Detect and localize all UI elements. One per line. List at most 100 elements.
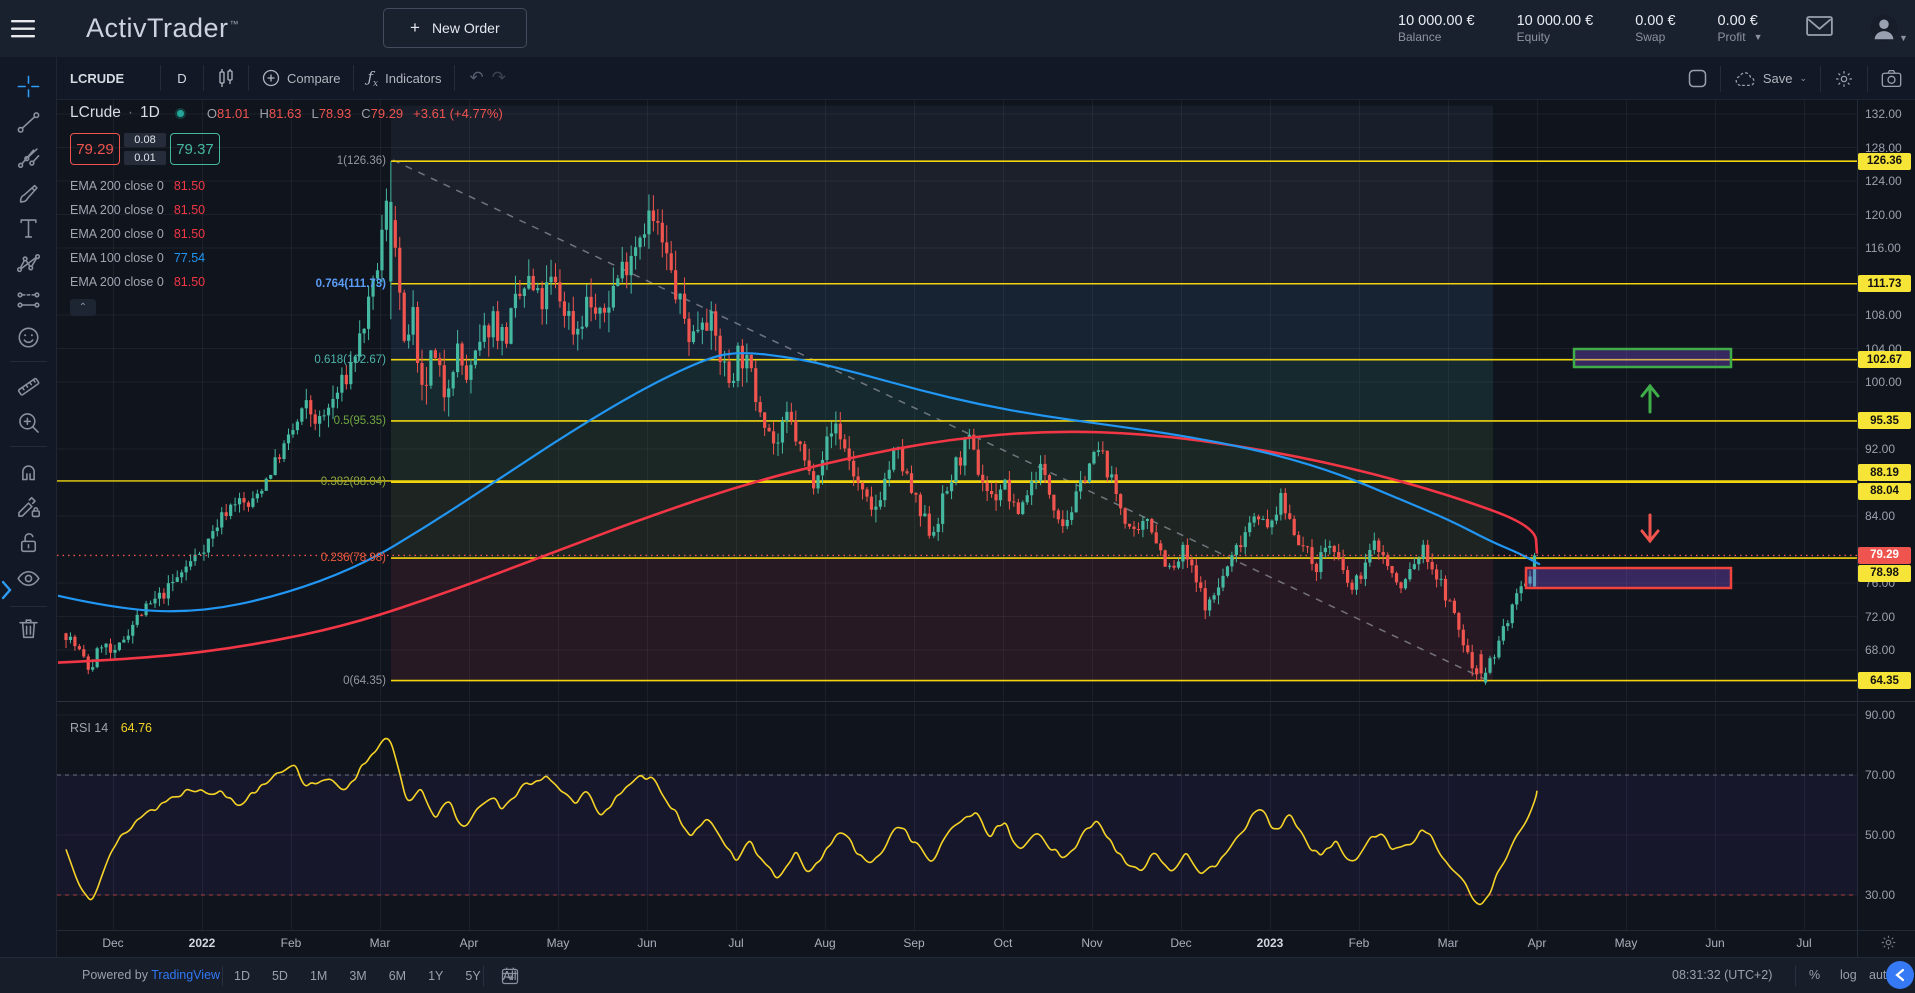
arrow-up-drawing[interactable] (1640, 383, 1660, 414)
tradingview-link[interactable]: TradingView (151, 968, 221, 982)
menu-button[interactable] (0, 0, 46, 57)
indicator-value: 77.54 (173, 251, 206, 265)
log-scale-toggle[interactable]: log (1840, 968, 1857, 982)
chart-style-button[interactable] (204, 57, 248, 100)
pane-separator[interactable] (57, 700, 1857, 704)
price-tick: 120.00 (1865, 207, 1902, 222)
collapse-panel-fab[interactable] (1886, 961, 1914, 989)
time-axis-label: Mar (369, 936, 391, 950)
level-price-badge: 88.19 (1858, 464, 1911, 482)
forecast-icon[interactable] (15, 287, 42, 314)
time-axis[interactable]: Dec 2022 Feb Mar Apr May Jun Jul Aug Sep Oct Nov Dec… (0, 930, 1915, 957)
drawing-mode-icon[interactable] (15, 493, 42, 520)
rsi-name: RSI 14 (70, 721, 109, 735)
range-button-1y[interactable]: 1Y (428, 969, 444, 983)
stat-label: Swap (1635, 30, 1666, 45)
time-axis-label: Dec (102, 936, 124, 950)
pitchfork-icon[interactable] (15, 144, 42, 171)
range-button-all[interactable]: All (502, 969, 517, 983)
emoji-icon[interactable] (15, 324, 42, 351)
indicator-name: EMA 200 close 0 (70, 179, 164, 193)
price-tick: 84.00 (1865, 509, 1896, 523)
price-axis[interactable]: 132.00 128.00 124.00 120.00 116.00 108.00 104.… (1857, 100, 1915, 957)
price-tick: 72.00 (1865, 609, 1896, 624)
clock-timezone[interactable]: 08:31:32 (UTC+2) (1672, 968, 1773, 982)
redo-button[interactable]: ↷ (491, 68, 506, 87)
go-to-date-button[interactable] (500, 966, 520, 986)
text-icon[interactable] (15, 215, 42, 242)
ohlc-value: 81.01 (216, 105, 250, 121)
new-order-button[interactable]: + New Order (383, 8, 527, 48)
ohlc-values: O81.01 H81.63 L78.93 C79.29 +3.61 (+4.77%) (207, 106, 503, 121)
panel-expand-chevron[interactable] (0, 578, 13, 602)
brush-icon[interactable] (15, 180, 42, 207)
zoom-in-icon[interactable] (15, 409, 42, 436)
indicator-legend-row[interactable]: EMA 200 close 0 81.50 (70, 174, 503, 198)
time-axis-label: Feb (1348, 936, 1370, 950)
arrow-down-drawing[interactable] (1640, 513, 1660, 544)
plus-icon: + (410, 18, 420, 37)
chevron-down-icon[interactable]: ⌄ (1799, 73, 1807, 83)
symbol-button[interactable]: LCRUDE (70, 70, 125, 86)
range-button-1d[interactable]: 1D (234, 969, 250, 983)
magnet-icon[interactable] (15, 457, 42, 484)
sell-bid-button[interactable]: 79.29 (70, 133, 120, 165)
ruler-icon[interactable] (15, 373, 42, 400)
candlestick-series (64, 161, 1537, 685)
range-button-5y[interactable]: 5Y (465, 969, 481, 983)
supply-zone-rect[interactable] (1572, 347, 1733, 369)
tool-group-separator (10, 606, 47, 607)
toolbar-separator (248, 65, 249, 91)
stat-value: 10 000.00 € (1516, 12, 1594, 29)
interval-button[interactable]: D (177, 70, 187, 86)
trend-line-icon[interactable] (15, 109, 42, 136)
percent-scale-toggle[interactable]: % (1809, 968, 1821, 982)
chart-settings-button[interactable] (1821, 57, 1867, 100)
layout-button[interactable] (1675, 57, 1720, 100)
legend-title-row: LCrude · 1D O81.01 H81.63 L78.93 C79.29 +3.6… (70, 104, 503, 122)
axis-settings-gear-icon[interactable] (1880, 934, 1897, 951)
rsi-band (57, 775, 1857, 895)
range-button-6m[interactable]: 6M (388, 969, 407, 983)
toolbar-separator (203, 65, 204, 91)
range-button-5d[interactable]: 5D (271, 969, 288, 983)
chevron-down-icon[interactable]: ▼ (1753, 31, 1763, 42)
demand-zone-rect[interactable] (1524, 566, 1733, 590)
lock-drawings-icon[interactable] (15, 529, 42, 556)
toolbar-separator (1719, 65, 1721, 92)
avatar[interactable] (1869, 13, 1899, 43)
indicators-button[interactable]: ƒx Indicators (354, 57, 454, 100)
mail-icon[interactable] (1806, 15, 1833, 37)
compare-button[interactable]: Compare (249, 57, 353, 100)
indicator-legend-row[interactable]: EMA 200 close 0 81.50 (70, 270, 503, 294)
indicator-legend-row[interactable]: EMA 200 close 0 81.50 (70, 198, 503, 222)
date-range-buttons: 1D 5D 1M 3M 6M 1Y 5Y All (234, 958, 517, 993)
tool-group-separator (10, 446, 47, 447)
interval-label: 1D (140, 104, 160, 121)
legend-collapse-button[interactable]: ⌃ (70, 299, 96, 316)
remove-drawings-icon[interactable] (15, 615, 42, 642)
screenshot-button[interactable] (1868, 57, 1915, 100)
camera-icon (1881, 69, 1902, 88)
level-price-badge: 78.98 (1858, 564, 1911, 582)
undo-button[interactable]: ↶ (469, 68, 484, 87)
crosshair-icon[interactable] (15, 73, 42, 100)
time-axis-label: Oct (993, 936, 1013, 950)
save-button[interactable]: Save ⌄ (1721, 57, 1820, 100)
range-button-3m[interactable]: 3M (349, 969, 367, 983)
spread-low: 0.01 (124, 151, 166, 165)
chevron-down-icon[interactable]: ▼ (1899, 33, 1908, 43)
pattern-icon[interactable] (15, 251, 42, 278)
time-axis-label: Apr (459, 936, 479, 950)
indicator-legend-row[interactable]: EMA 100 close 0 77.54 (70, 246, 503, 270)
buy-ask-button[interactable]: 79.37 (170, 133, 220, 165)
range-button-1m[interactable]: 1M (309, 969, 328, 983)
hide-drawings-icon[interactable] (15, 565, 42, 592)
symbol-title[interactable]: LCrude (70, 104, 121, 121)
indicator-legend-row[interactable]: EMA 200 close 0 81.50 (70, 222, 503, 246)
compare-plus-icon (262, 69, 280, 87)
indicator-name: EMA 200 close 0 (70, 203, 164, 217)
bottom-bar: Powered by TradingView 1D 5D 1M 3M 6M 1Y 5Y All… (0, 957, 1915, 993)
time-axis-label: 2022 (188, 936, 216, 950)
